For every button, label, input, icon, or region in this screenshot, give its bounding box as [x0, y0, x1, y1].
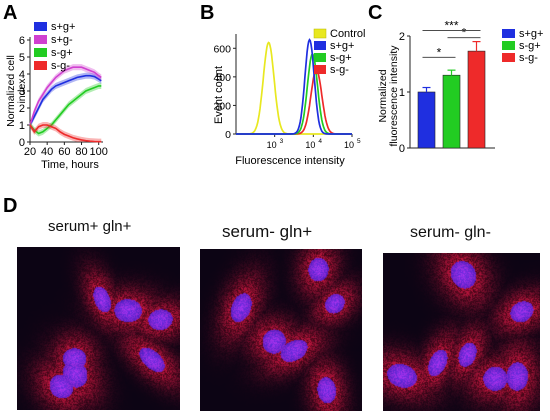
panel-a-line-chart: 0 1 2 3 4 5 6 20 40 60 80 100 Normalized cellindex T… — [5, 21, 108, 171]
panel-a-axes: 0 1 2 3 4 5 6 20 40 60 80 100 Normalized cellindex — [5, 35, 108, 158]
panel-a-y-tick-label: 0 — [19, 137, 25, 149]
panel-letter-d: D — [3, 195, 17, 217]
panel-b-legend-label: Control — [330, 28, 365, 40]
panel-c-legend: s+g+s-g+s-g- — [502, 28, 543, 64]
panel-a-series-line — [29, 66, 102, 126]
panel-a-legend-swatch — [34, 48, 47, 57]
panel-c-bars — [417, 40, 486, 149]
panel-c-legend-label: s-g+ — [519, 40, 541, 52]
panel-b-x-axis-label: Fluorescence intensity — [235, 155, 345, 167]
panel-a-series-line — [29, 124, 102, 143]
panel-b-legend-label: s-g- — [330, 64, 349, 76]
panel-a-y-tick-label: 6 — [19, 35, 25, 47]
panel-b-y-axis-label: Event count — [213, 66, 225, 124]
micrograph-label-1: serum+ gln+ — [48, 218, 132, 235]
panel-a-error-band — [30, 64, 102, 129]
micrograph-serum-plus-gln-plus — [17, 247, 180, 410]
panel-c-bar — [417, 91, 436, 149]
panel-b-legend-label: s-g+ — [330, 52, 352, 64]
panel-a-series-line — [29, 85, 102, 135]
panel-b-x-tick-label: 10 — [267, 140, 277, 150]
panel-a-x-tick-label: 20 — [24, 146, 36, 158]
panel-b-series-line — [236, 38, 352, 135]
panel-a-y-tick-label: 3 — [19, 86, 25, 98]
panel-a-series — [29, 64, 102, 143]
panel-c-legend-swatch — [502, 29, 515, 38]
panel-a-legend: s+g+s+g-s-g+s-g- — [34, 21, 75, 72]
panel-c-significance-label: * — [462, 26, 467, 40]
panel-b-y-tick-label: 400 — [213, 72, 231, 84]
panel-c-y-axis-label: Normalizedfluorescence intensity — [377, 45, 400, 147]
panel-c-significance: ***** — [422, 18, 481, 59]
panel-b-legend-swatch — [314, 53, 326, 62]
panel-c-legend-swatch — [502, 53, 515, 62]
micrograph-label-3: serum- gln- — [410, 224, 491, 241]
micrograph-label-2: serum- gln+ — [222, 222, 313, 241]
panel-a-y-axis-label: Normalized cellindex — [5, 55, 28, 127]
micrograph-serum-minus-gln-minus — [383, 253, 540, 411]
panel-a-x-tick-label: 40 — [41, 146, 53, 158]
panel-b-legend-label: s+g+ — [330, 40, 354, 52]
panel-c-axes: 0 1 2 Normalizedfluorescence intensity — [377, 31, 495, 155]
panel-a-error-band — [30, 82, 102, 137]
panel-letter-c: C — [368, 2, 382, 24]
panel-a-legend-swatch — [34, 35, 47, 44]
panel-c-significance-label: *** — [444, 18, 458, 32]
panel-b-x-tick-label: 10 — [305, 140, 315, 150]
panel-b-series — [236, 38, 352, 135]
panel-c-legend-swatch — [502, 41, 515, 50]
panel-a-legend-label: s-g- — [51, 60, 70, 72]
panel-a-x-axis-label: Time, hours — [41, 159, 99, 171]
panel-letter-b: B — [200, 2, 214, 24]
panel-a-y-tick-label: 2 — [19, 103, 25, 115]
panel-a-legend-label: s+g- — [51, 34, 73, 46]
panel-c-significance-label: * — [437, 45, 442, 59]
panel-b-legend-swatch — [314, 41, 326, 50]
panel-a-y-tick-label: 4 — [19, 69, 25, 81]
micrograph-serum-minus-gln-plus — [200, 249, 362, 411]
panel-a-error-band — [30, 72, 102, 129]
panel-c-y-tick-label: 1 — [399, 87, 405, 99]
panel-b-x-tick-exponent: 3 — [280, 138, 284, 145]
panel-a-x-tick-label: 100 — [90, 146, 108, 158]
panel-a-x-tick-label: 80 — [75, 146, 87, 158]
panel-c-bar — [467, 50, 486, 149]
panel-c-bar — [442, 74, 461, 149]
panel-a-legend-swatch — [34, 61, 47, 70]
panel-b-series-line — [236, 68, 352, 135]
panel-b-y-tick-label: 0 — [225, 129, 231, 141]
panel-a-x-tick-label: 60 — [58, 146, 70, 158]
panel-b-x-tick-exponent: 5 — [357, 138, 361, 145]
panel-c-y-tick-label: 2 — [399, 31, 405, 43]
panel-c-y-tick-label: 0 — [399, 143, 405, 155]
panel-c-legend-label: s+g+ — [519, 28, 543, 40]
panel-c-legend-label: s-g- — [519, 52, 538, 64]
panel-a-series-line — [29, 74, 102, 126]
panel-a-legend-label: s+g+ — [51, 21, 75, 33]
panel-a-y-tick-label: 1 — [19, 120, 25, 132]
panel-b-legend-swatch — [314, 65, 326, 74]
panel-a-error-band — [30, 121, 102, 142]
panel-b-x-tick-label: 10 — [344, 140, 354, 150]
panel-b-legend-swatch — [313, 28, 327, 39]
panel-a-legend-label: s-g+ — [51, 47, 73, 59]
panel-b-y-tick-label: 600 — [213, 43, 231, 55]
panel-letter-a: A — [3, 2, 17, 24]
panel-b-x-tick-exponent: 4 — [318, 138, 322, 145]
panel-b-y-tick-label: 200 — [213, 100, 231, 112]
panel-a-legend-swatch — [34, 22, 47, 31]
panel-a-y-tick-label: 5 — [19, 52, 25, 64]
